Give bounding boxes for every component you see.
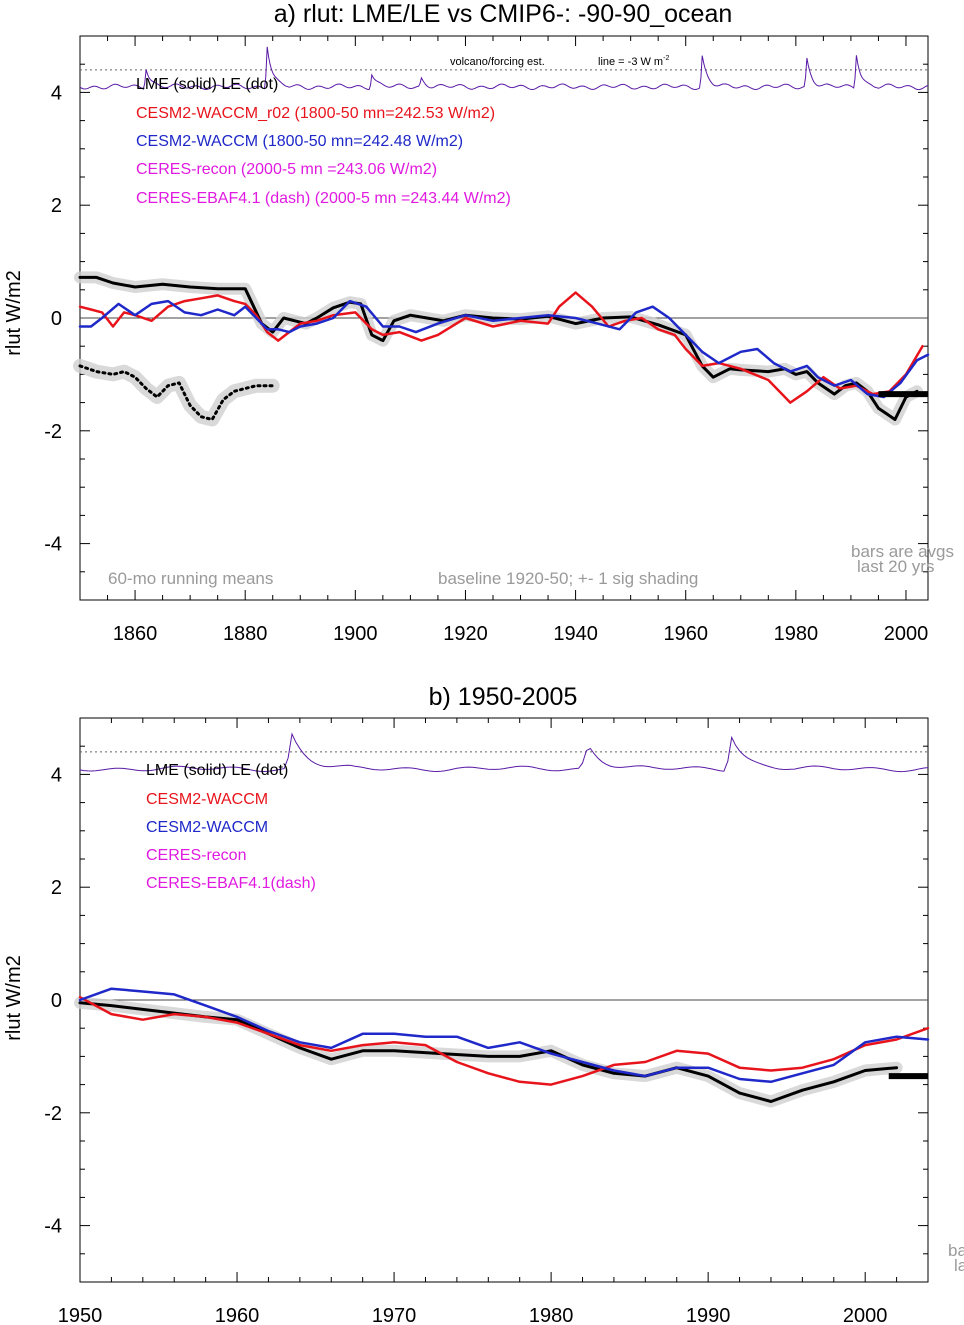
y-tick-label: 4 (51, 764, 62, 786)
x-tick-label: 1940 (553, 623, 598, 645)
cesm2-waccm-line (78, 299, 930, 399)
legend-b-lme-le: LME (solid) LE (dot) (146, 762, 288, 779)
y-tick-label: 4 (51, 82, 62, 104)
x-tick-label: 1980 (774, 623, 819, 645)
y-tick-label: 2 (51, 195, 62, 217)
x-tick-label: 1960 (663, 623, 708, 645)
note-bars-1: bars are avgs (851, 542, 954, 561)
panel-a-axes: -4 -2 0 2 4 1860 1880 1900 1920 1940 1960 1980 2000 (44, 35, 929, 645)
panel-a-series (73, 46, 930, 427)
panel-b-title: b) 1950-2005 (429, 683, 578, 711)
legend-ceres-recon: CERES-recon (2000-5 mn =243.06 W/m2) (136, 161, 437, 178)
panel-a: a) rlut: LME/LE vs CMIP6-: -90-90_ocean … (3, 0, 954, 645)
line-label: line = -3 W m-2 (598, 55, 669, 68)
x-tick-label: 1950 (58, 1305, 103, 1325)
legend-ceres-ebaf: CERES-EBAF4.1 (dash) (2000-5 mn =243.44 … (136, 190, 511, 207)
le-dot-line (78, 364, 275, 421)
y-tick-label: 0 (51, 308, 62, 330)
y-tick-label: -4 (44, 534, 62, 556)
x-tick-label: 1990 (686, 1305, 731, 1325)
x-tick-label: 1960 (215, 1305, 260, 1325)
y-tick-label: -2 (44, 421, 62, 443)
volcano-forcing-line (79, 732, 929, 773)
x-tick-label: 2000 (843, 1305, 888, 1325)
x-tick-label: 1980 (529, 1305, 574, 1325)
y-tick-label: -4 (44, 1216, 62, 1238)
note-running-means: 60-mo running means (108, 569, 273, 588)
legend-cesm2-waccm: CESM2-WACCM (1800-50 mn=242.48 W/m2) (136, 133, 463, 150)
legend-b-cesm2-waccm-r02: CESM2-WACCM (146, 791, 268, 808)
panel-b: b) 1950-2005 rlut W/m2 -4 -2 0 2 4 1950 1960 19… (3, 683, 964, 1325)
x-tick-label: 1900 (333, 623, 378, 645)
volcano-forcing-line (79, 46, 929, 91)
panel-b-axes: -4 -2 0 2 4 1950 1960 1970 1980 1990 2000 (44, 717, 929, 1325)
x-tick-label: 1860 (113, 623, 158, 645)
line-label-sup: -2 (663, 55, 669, 62)
legend-cesm2-waccm-r02: CESM2-WACCM_r02 (1800-50 mn=242.53 W/m2) (136, 105, 495, 122)
legend-lme-le: LME (solid) LE (dot) (136, 76, 278, 93)
y-tick-label: 0 (51, 990, 62, 1012)
legend-b-cesm2-waccm: CESM2-WACCM (146, 819, 268, 836)
y-tick-label: -2 (44, 1103, 62, 1125)
legend-b-ceres-recon: CERES-recon (146, 847, 246, 864)
panel-b-series (74, 732, 930, 1108)
x-tick-label: 1970 (372, 1305, 417, 1325)
note-b-bars-1: ba (948, 1241, 964, 1260)
x-tick-label: 1920 (443, 623, 488, 645)
cesm2-waccm-r02-line (78, 291, 924, 404)
cesm2-waccm-line (78, 987, 930, 1084)
note-baseline: baseline 1920-50; +- 1 sig shading (438, 569, 698, 588)
x-tick-label: 1880 (223, 623, 268, 645)
panel-b-legend: LME (solid) LE (dot) CESM2-WACCM CESM2-W… (146, 762, 316, 892)
panel-a-legend: LME (solid) LE (dot) CESM2-WACCM_r02 (18… (136, 76, 511, 207)
panel-a-title: a) rlut: LME/LE vs CMIP6-: -90-90_ocean (274, 0, 733, 28)
line-label-text: line = -3 W m (598, 56, 663, 68)
x-tick-label: 2000 (884, 623, 929, 645)
volcano-label: volcano/forcing est. (450, 56, 545, 68)
note-b-bars-2: la (954, 1256, 964, 1275)
cesm2-waccm-r02-line (78, 995, 930, 1086)
panel-a-ylabel: rlut W/m2 (3, 270, 25, 356)
note-bars-2: last 20 yrs (857, 557, 934, 576)
panel-b-ylabel: rlut W/m2 (3, 955, 25, 1041)
y-tick-label: 2 (51, 877, 62, 899)
legend-b-ceres-ebaf: CERES-EBAF4.1(dash) (146, 875, 316, 892)
lme-solid-line (78, 1001, 899, 1103)
